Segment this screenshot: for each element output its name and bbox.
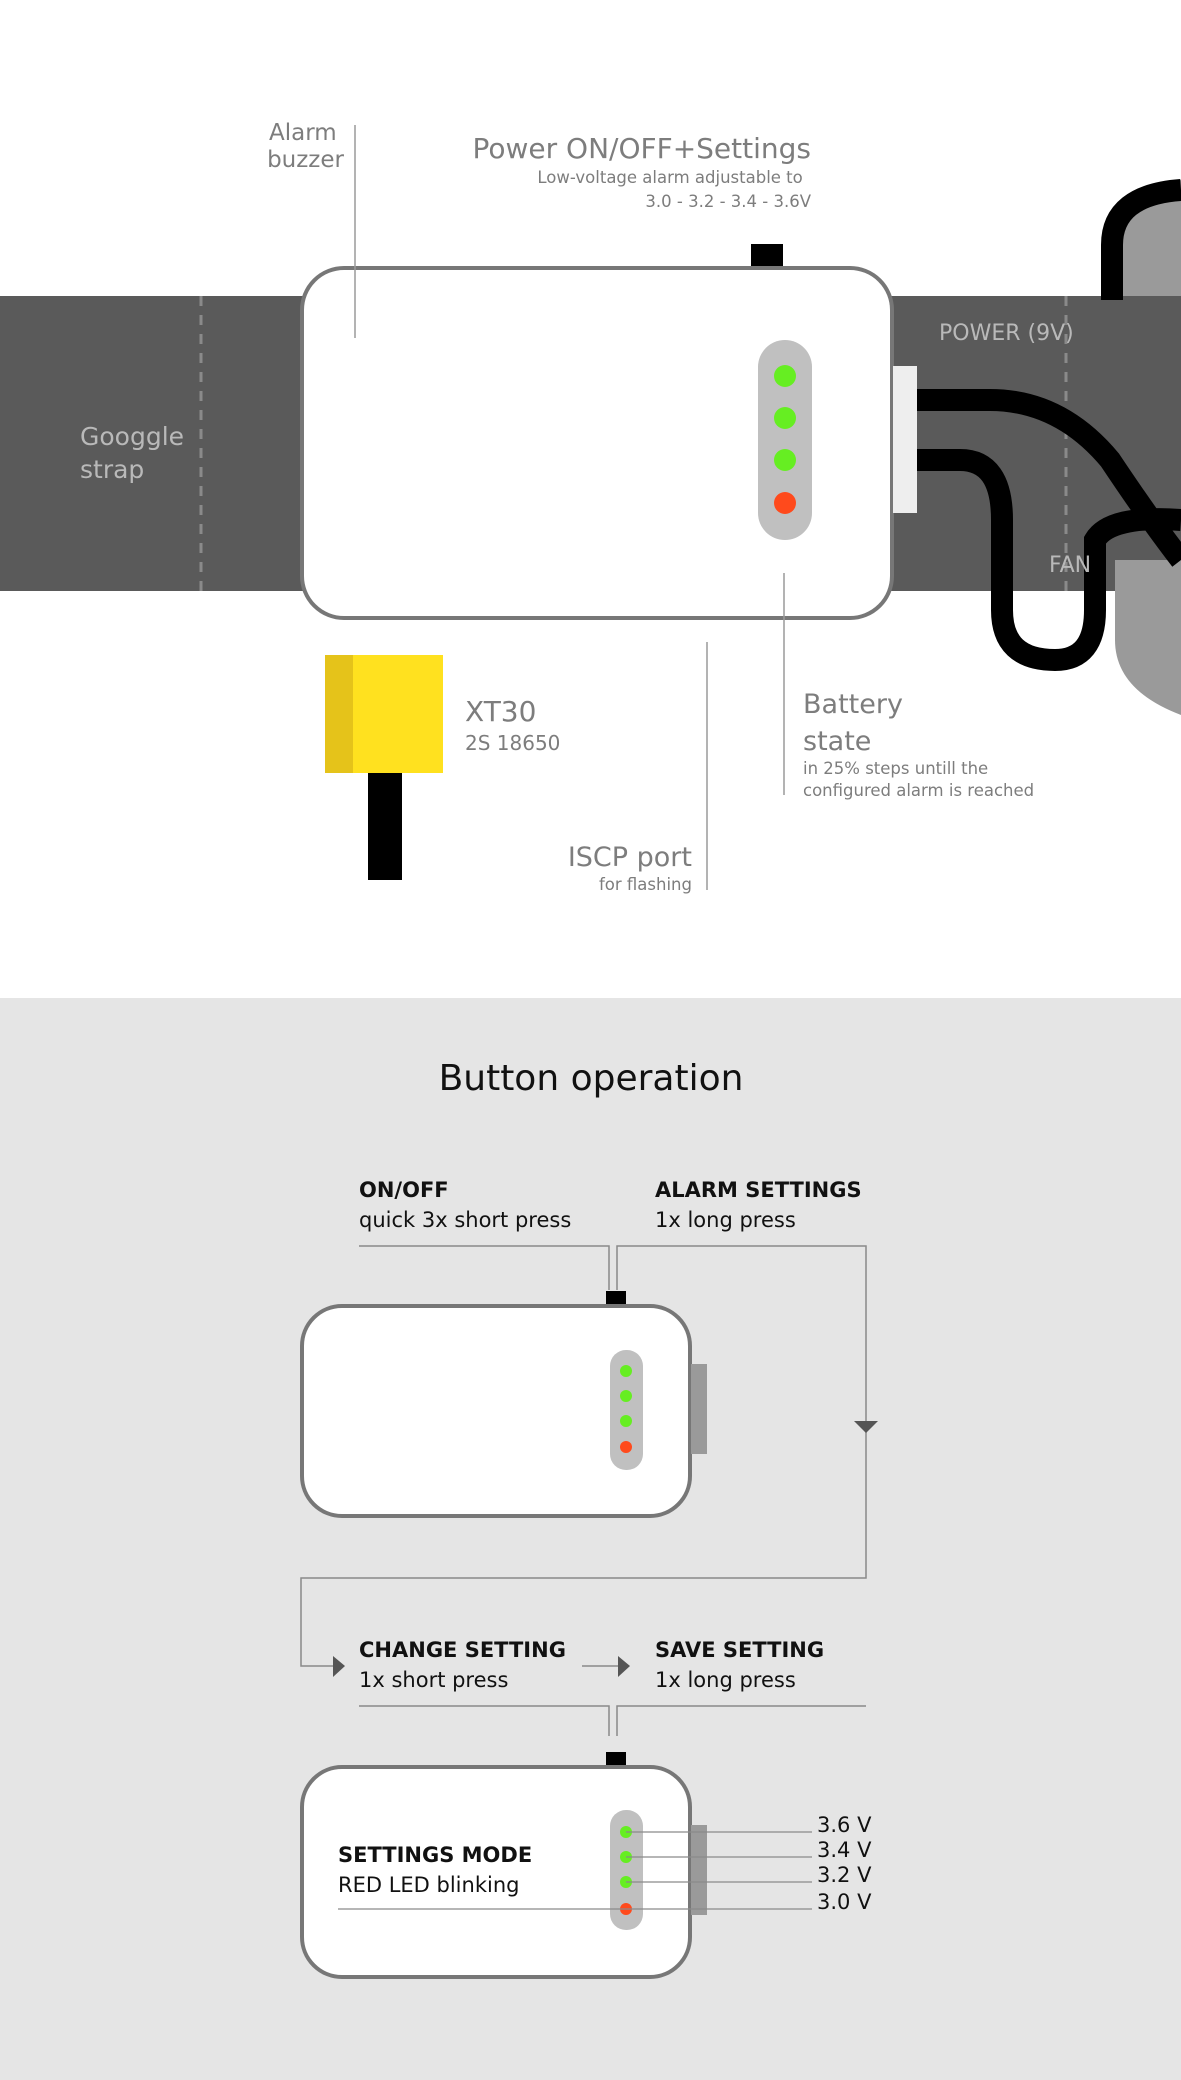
battery-sub-line2: configured alarm is reached [803,781,1034,800]
battery-led-4 [774,492,796,514]
device-case [300,266,894,620]
mini-led-1-4 [620,1441,632,1453]
voltage-label-36: 3.6 V [817,1813,872,1837]
onoff-title: ON/OFF [359,1178,449,1202]
iscp-sub: for flashing [599,875,692,894]
mini-power-button-1[interactable] [606,1291,626,1305]
mini-connector-1 [691,1364,707,1454]
save-title: SAVE SETTING [655,1638,824,1662]
power-9v-label: POWER (9V) [939,321,1074,346]
section-heading: Button operation [439,1058,744,1099]
power-button[interactable] [751,244,783,270]
onoff-sub: quick 3x short press [359,1208,571,1232]
mini-led-strip-1 [610,1350,643,1470]
battery-led-1 [774,365,796,387]
svg-text:Battery state: Battery state [803,689,912,757]
settings-mode-title: SETTINGS MODE [338,1843,532,1867]
mini-power-button-2[interactable] [606,1752,626,1766]
alarm-flow-line [300,1245,867,1667]
power-sub-line1: Low-voltage alarm adjustable to [537,168,802,187]
voltage-label-32: 3.2 V [817,1863,872,1887]
top-section: Googgle strap Alarm buzzer Power ON/OFF+… [0,120,1181,894]
power-9v-cable [915,389,1181,567]
alarm-flow-arrow-down [854,1421,878,1433]
svg-text:Googgle strap: Googgle strap [80,422,192,484]
change-sub: 1x short press [359,1668,508,1692]
fan-blade [1115,560,1181,715]
voltage-label-34: 3.4 V [817,1838,872,1862]
mini-connector-2 [691,1825,707,1915]
change-leader [359,1705,610,1736]
settings-mode-sub: RED LED blinking [338,1873,519,1897]
battery-title-line1: Battery [803,689,903,720]
save-sub: 1x long press [655,1668,796,1692]
save-leader [616,1705,866,1736]
buzzer-label-line1: Alarm [269,120,337,146]
battery-led-2 [774,407,796,429]
mini-device-case-1 [300,1304,692,1518]
iscp-title: ISCP port [568,842,692,873]
battery-led-3 [774,449,796,471]
mini-led-1-2 [620,1390,632,1402]
button-operation-section: Button operation ON/OFF quick 3x short p… [0,998,1181,2080]
change-setting-arrow [333,1656,345,1677]
voltage-label-30: 3.0 V [817,1890,872,1914]
fan-cable [915,449,1181,672]
power-sub-line2: 3.0 - 3.2 - 3.4 - 3.6V [645,192,811,211]
battery-title-line2: state [803,726,871,757]
svg-text:Low-voltage alarm adjustable t: Low-voltage alarm adjustable to 3.0 - 3.… [537,168,811,211]
strap-label-line2: strap [80,455,144,484]
buzzer-label-line2: buzzer [267,147,344,173]
xt30-cable [368,773,402,880]
mini-led-strip-2 [610,1810,643,1930]
mini-led-1-3 [620,1415,632,1427]
battery-sub-line1: in 25% steps untill the [803,759,988,778]
mini-device-case-2 [300,1765,692,1979]
battery-led-strip [758,340,812,540]
strap-label-line1: Googgle [80,422,184,451]
xt30-connector-shade [325,655,353,773]
xt30-sub: 2S 18650 [465,731,560,755]
power-connector [893,366,917,513]
alarm-title: ALARM SETTINGS [655,1178,862,1202]
power-cable [1101,179,1181,300]
svg-text:in 25% steps untill the: in 25% steps untill the configured alarm… [803,759,1034,800]
change-title: CHANGE SETTING [359,1638,566,1662]
onoff-leader [359,1245,610,1290]
save-setting-arrow [618,1656,630,1677]
alarm-sub: 1x long press [655,1208,796,1232]
power-title: Power ON/OFF+Settings [472,132,811,165]
mini-led-1-1 [620,1365,632,1377]
xt30-title: XT30 [465,695,536,728]
svg-text:Alarm buzzer: Alarm buzzer [267,120,344,173]
fan-label: FAN [1049,553,1091,578]
